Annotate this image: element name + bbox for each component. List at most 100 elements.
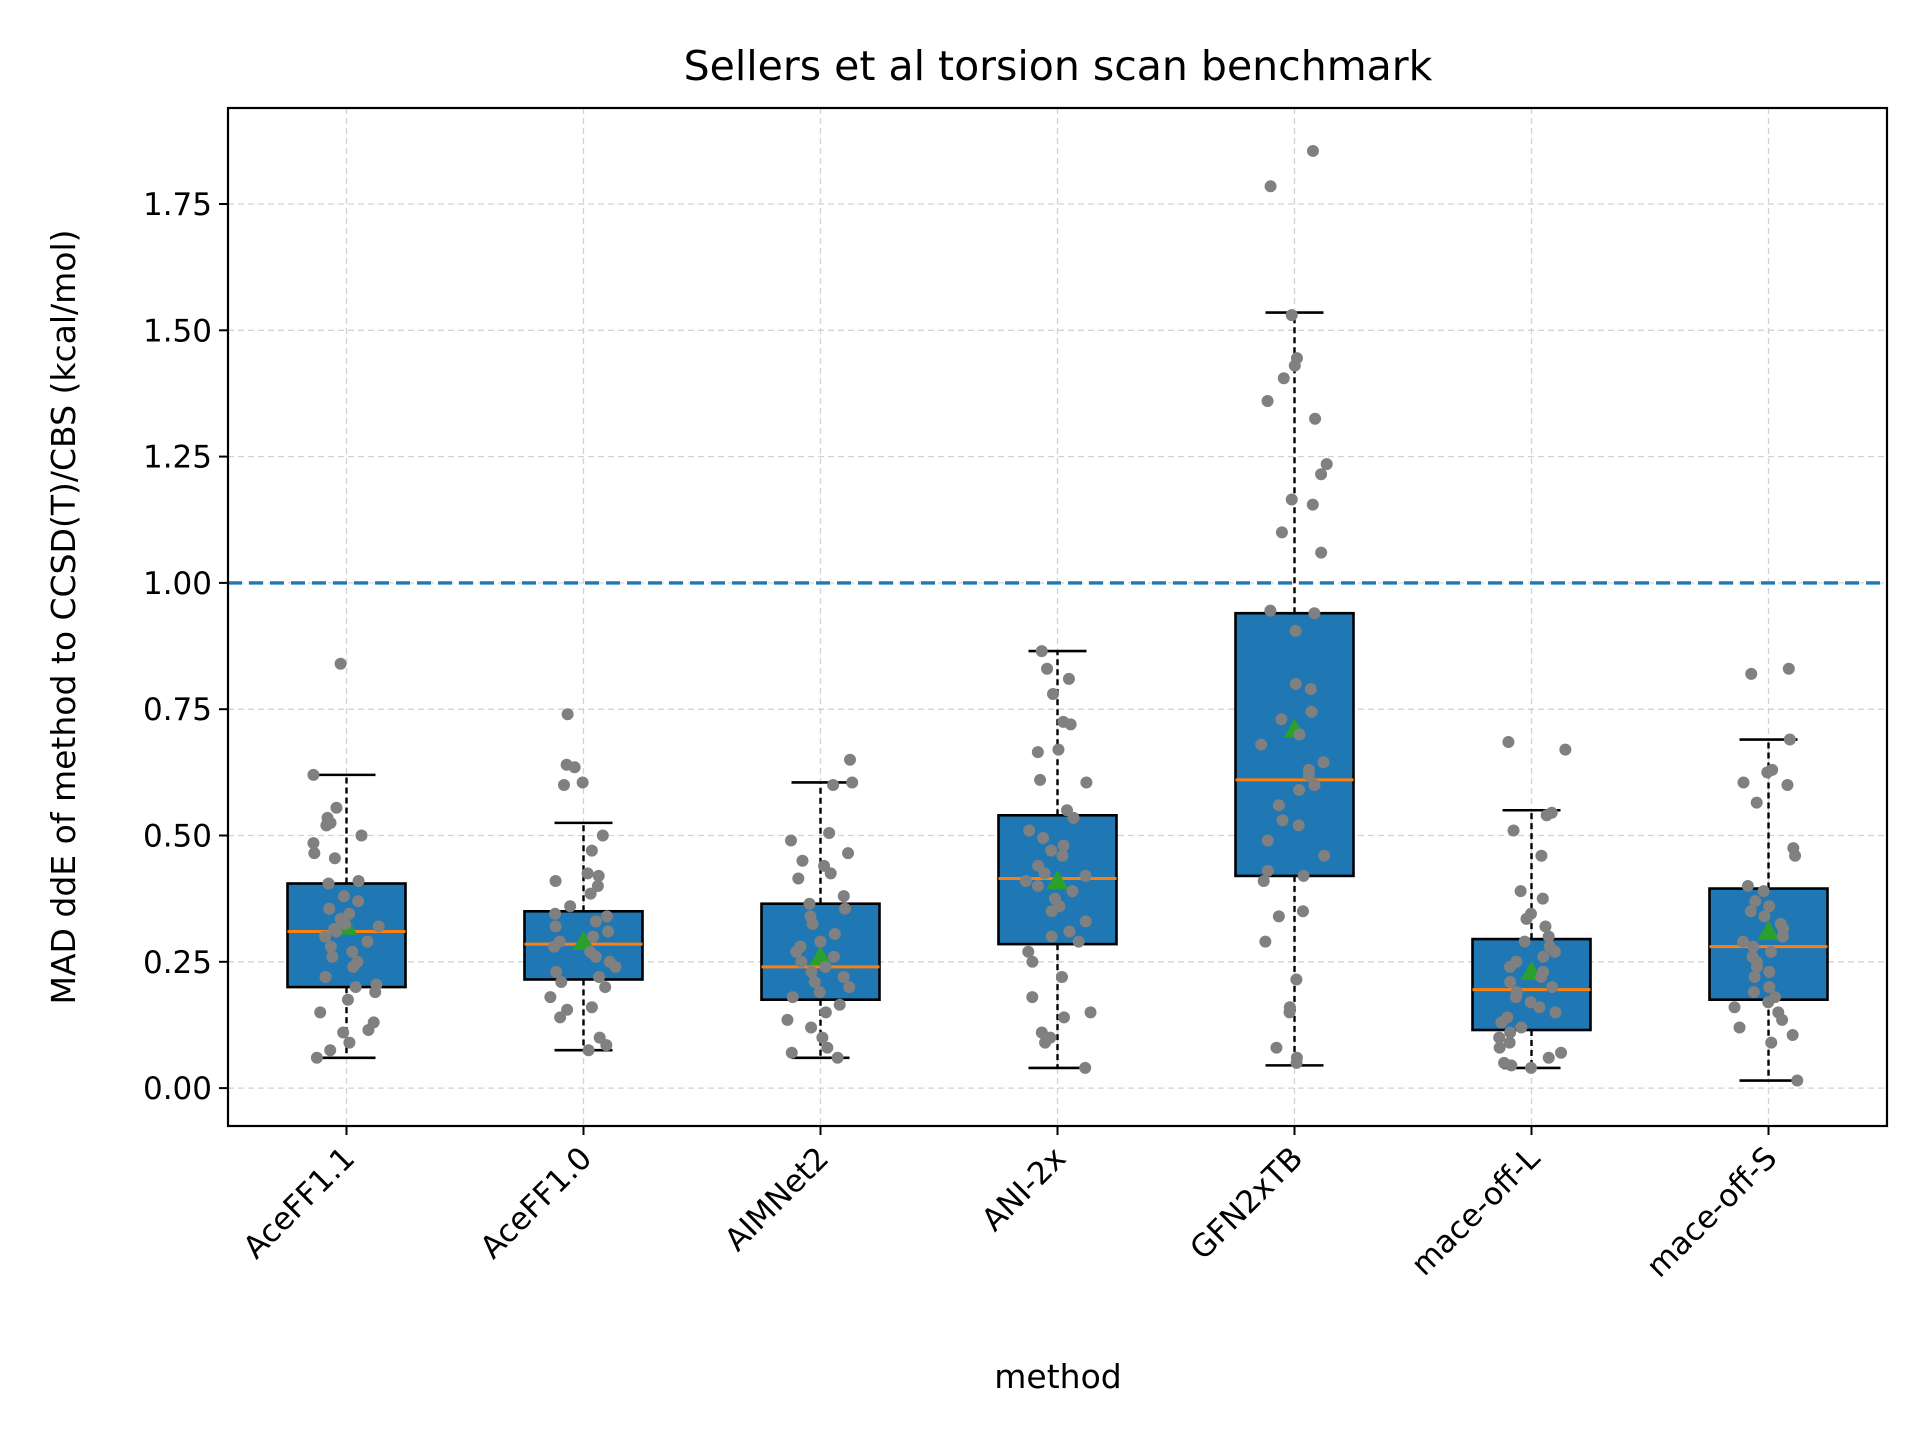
data-point <box>609 960 622 973</box>
data-point <box>1037 832 1050 845</box>
data-point <box>1737 776 1750 789</box>
data-point <box>1257 874 1270 887</box>
data-point <box>320 819 333 832</box>
data-point <box>549 907 562 920</box>
data-point <box>1270 1041 1283 1054</box>
data-point <box>349 981 362 994</box>
data-point <box>1293 784 1306 797</box>
data-point <box>310 1051 323 1064</box>
data-point <box>602 925 615 938</box>
data-point <box>1276 814 1289 827</box>
data-point <box>784 834 797 847</box>
data-point <box>795 955 808 968</box>
data-point <box>561 1003 574 1016</box>
data-point <box>1283 1006 1296 1019</box>
data-point <box>1757 885 1770 898</box>
data-point <box>1302 768 1315 781</box>
data-point <box>589 915 602 928</box>
data-point <box>1758 910 1771 923</box>
x-axis-label: method <box>994 1357 1121 1396</box>
box-AIMNet2 <box>760 781 881 1060</box>
data-point <box>1559 743 1572 756</box>
data-point <box>1045 844 1058 857</box>
mean-marker <box>1046 869 1069 890</box>
data-point <box>1782 662 1795 675</box>
data-point <box>330 801 343 814</box>
data-point <box>549 874 562 887</box>
data-point <box>1525 1061 1538 1074</box>
data-point <box>1503 1036 1516 1049</box>
data-point <box>1062 672 1075 685</box>
data-point <box>1261 395 1274 408</box>
data-point <box>1542 1051 1555 1064</box>
data-point <box>1737 935 1750 948</box>
data-point <box>1285 309 1298 322</box>
data-point <box>1038 867 1051 880</box>
data-point <box>1045 905 1058 918</box>
data-point <box>1535 849 1548 862</box>
data-point <box>1763 965 1776 978</box>
data-point <box>1023 824 1036 837</box>
data-point <box>1064 718 1077 731</box>
data-point <box>821 1041 834 1054</box>
data-point <box>564 900 577 913</box>
data-point <box>307 837 320 850</box>
mean-marker <box>572 930 595 950</box>
data-point <box>337 1026 350 1039</box>
gridlines <box>228 108 1887 1126</box>
x-tick-label: AceFF1.1 <box>236 1140 362 1266</box>
data-point <box>823 826 836 839</box>
data-point <box>1309 412 1322 425</box>
data-point <box>1741 880 1754 893</box>
data-point <box>322 877 335 890</box>
data-point <box>1041 662 1054 675</box>
data-point <box>833 998 846 1011</box>
data-point <box>1781 778 1794 791</box>
data-point <box>805 965 818 978</box>
data-point <box>1019 874 1032 887</box>
data-point <box>544 991 557 1004</box>
data-point <box>1507 824 1520 837</box>
data-point <box>1786 1029 1799 1042</box>
data-point <box>1293 728 1306 741</box>
data-point <box>1514 885 1527 898</box>
data-point <box>372 920 385 933</box>
data-point <box>1509 991 1522 1004</box>
data-point <box>1315 546 1328 559</box>
data-point <box>1261 864 1274 877</box>
data-point <box>343 1036 356 1049</box>
data-point <box>589 950 602 963</box>
x-tick-label: mace-off-L <box>1404 1140 1547 1283</box>
y-axis-ticks: 0.00 0.25 0.50 0.75 1.00 1.25 1.50 1.75 <box>143 187 228 1107</box>
data-point <box>1493 1031 1506 1044</box>
data-point <box>1288 359 1301 372</box>
data-point <box>819 960 832 973</box>
data-point <box>844 753 857 766</box>
data-point <box>805 1021 818 1034</box>
data-point <box>790 945 803 958</box>
data-point <box>1022 945 1035 958</box>
data-point <box>814 935 827 948</box>
data-point <box>1264 180 1277 193</box>
data-point <box>337 890 350 903</box>
data-point <box>842 847 855 860</box>
x-tick-label: GFN2xTB <box>1183 1140 1310 1267</box>
x-tick-label: ANI-2x <box>975 1140 1073 1238</box>
x-tick-label: AceFF1.0 <box>473 1140 599 1266</box>
data-point <box>1080 776 1093 789</box>
data-point <box>581 867 594 880</box>
data-point <box>1515 1021 1528 1034</box>
data-point <box>557 778 570 791</box>
data-point <box>1750 796 1763 809</box>
data-point <box>1546 981 1559 994</box>
data-point <box>1079 869 1092 882</box>
mean-marker <box>1757 920 1780 940</box>
data-point <box>548 940 561 953</box>
data-point <box>1502 736 1515 749</box>
y-tick-label: 1.75 <box>143 187 212 223</box>
data-point <box>808 976 821 989</box>
data-point <box>1540 809 1553 822</box>
data-point <box>324 1044 337 1057</box>
data-point <box>843 981 856 994</box>
data-point <box>806 917 819 930</box>
